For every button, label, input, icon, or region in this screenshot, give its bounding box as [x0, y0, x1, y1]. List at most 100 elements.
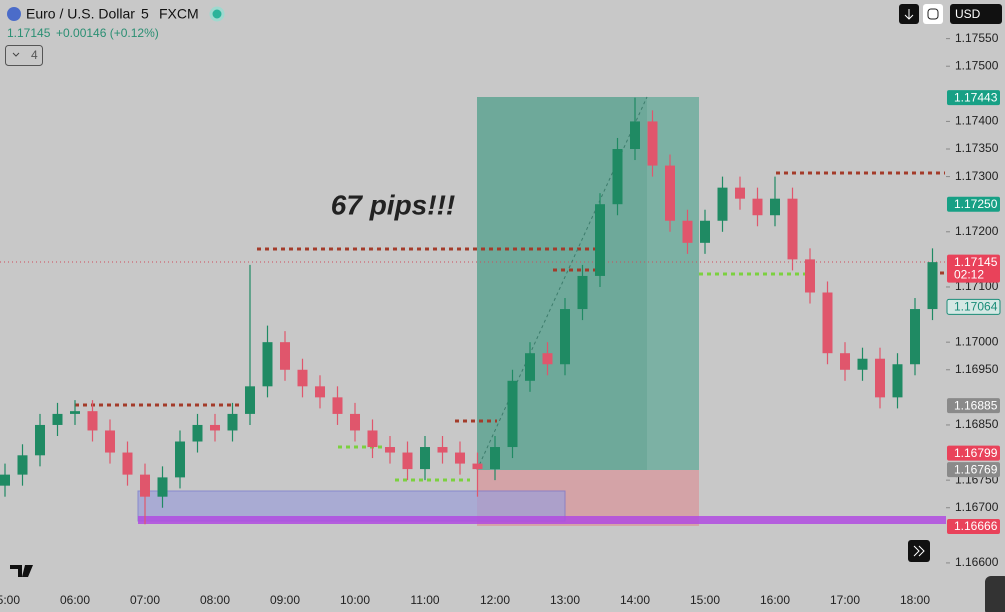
candle-body	[595, 204, 605, 276]
price-label: 1.16769	[954, 462, 998, 476]
y-tick-label: 1.17000	[955, 334, 999, 348]
market-status	[209, 6, 225, 22]
price-label-box	[947, 398, 1000, 414]
price-label: 1.16666	[954, 519, 998, 533]
y-tick-label: 1.16700	[955, 500, 999, 514]
price-label-box	[947, 445, 1000, 461]
y-tick-label: 1.17400	[955, 114, 999, 128]
candle-body	[175, 441, 185, 478]
price-label: 1.17443	[954, 90, 998, 104]
candle-body	[0, 474, 10, 486]
candle-body	[542, 353, 553, 365]
candle-body	[700, 220, 710, 243]
candle-body	[910, 309, 920, 365]
candle-body	[875, 358, 885, 398]
candle-body	[35, 424, 45, 456]
x-tick-label: 07:00	[130, 593, 160, 607]
candle-body	[245, 386, 255, 414]
candle-body	[770, 198, 780, 216]
candle-body	[52, 413, 63, 425]
candle-body	[647, 121, 658, 166]
candle-body	[455, 452, 465, 464]
candle-body	[192, 424, 203, 442]
plot	[0, 97, 938, 525]
price-label-box	[947, 519, 1000, 534]
y-tick-label: 1.17550	[955, 31, 999, 45]
candle-body	[892, 364, 903, 398]
y-tick-label: 1.17300	[955, 169, 999, 183]
candle-body	[735, 187, 745, 199]
y-tick-label: 1.16850	[955, 417, 999, 431]
candle-body	[525, 353, 535, 381]
candle-body	[787, 198, 798, 260]
y-tick-label: 1.16600	[955, 555, 999, 569]
candle-body	[630, 121, 640, 150]
interval: 5	[141, 6, 149, 22]
candle-body	[437, 447, 448, 453]
candle-body	[752, 198, 763, 216]
candle-body	[315, 386, 325, 398]
indicators-toggle[interactable]	[5, 45, 43, 66]
candle-body	[420, 447, 430, 470]
candle-body	[560, 309, 570, 365]
x-tick-label: 17:00	[830, 593, 860, 607]
levels	[75, 171, 945, 482]
candle-body	[402, 452, 413, 470]
price-label: 1.16885	[954, 398, 998, 412]
price-label-box	[947, 196, 1000, 212]
candle-body	[822, 292, 833, 354]
currency: USD	[955, 7, 981, 21]
price-label: 1.16799	[954, 446, 998, 460]
candle-body	[857, 358, 868, 370]
candle-body	[297, 369, 308, 387]
y-tick-label: 1.17100	[955, 279, 999, 293]
price-label: 1.17250	[954, 197, 998, 211]
candle-body	[332, 397, 343, 414]
purple-level	[138, 516, 946, 524]
price-label-box	[947, 90, 1000, 106]
price-label: 1.17145	[954, 255, 998, 269]
source: FXCM	[159, 6, 199, 22]
x-tick-label: 08:00	[200, 593, 230, 607]
candle-body	[122, 452, 133, 475]
countdown: 02:12	[954, 267, 984, 281]
candle-body	[350, 413, 360, 431]
y-tick-label: 1.17500	[955, 58, 999, 72]
candle-body	[385, 447, 395, 453]
candle-body	[490, 447, 500, 470]
x-tick-label: 18:00	[900, 593, 930, 607]
indicator-count: 4	[31, 48, 38, 62]
annotation: 67 pips!!!	[331, 189, 455, 220]
candle-body	[105, 430, 115, 453]
chevron	[12, 52, 20, 57]
price-label: 1.17064	[954, 300, 998, 314]
last-price: 1.17145	[7, 26, 51, 40]
x-tick-label: 12:00	[480, 593, 510, 607]
candle-body	[665, 165, 675, 221]
candle-body	[717, 187, 728, 221]
scroll-icon	[913, 545, 925, 557]
candle-body	[367, 430, 378, 448]
x-tick-label: 16:00	[760, 593, 790, 607]
candle-body	[280, 342, 290, 370]
candle-body	[157, 477, 168, 497]
candle-body	[840, 353, 850, 370]
candle-body	[70, 411, 80, 414]
y-tick-label: 1.17350	[955, 141, 999, 155]
price-change: +0.00146 (+0.12%)	[56, 26, 159, 40]
logo	[10, 565, 33, 577]
candle-body	[612, 149, 623, 205]
currency-button[interactable]	[950, 4, 1002, 24]
y-tick-label: 1.16950	[955, 362, 999, 376]
corner-widget[interactable]	[985, 576, 1005, 612]
candle-body	[805, 259, 815, 293]
price-label-box	[947, 254, 1000, 283]
candle-body	[577, 275, 588, 310]
candle-body	[507, 380, 518, 448]
x-tick-label: 13:00	[550, 593, 580, 607]
candle-body	[87, 411, 98, 431]
price-label-box	[946, 298, 1001, 315]
x-tick-label: 06:00	[60, 593, 90, 607]
refresh-button[interactable]	[923, 4, 943, 24]
x-tick-label: 05:00	[0, 593, 20, 607]
